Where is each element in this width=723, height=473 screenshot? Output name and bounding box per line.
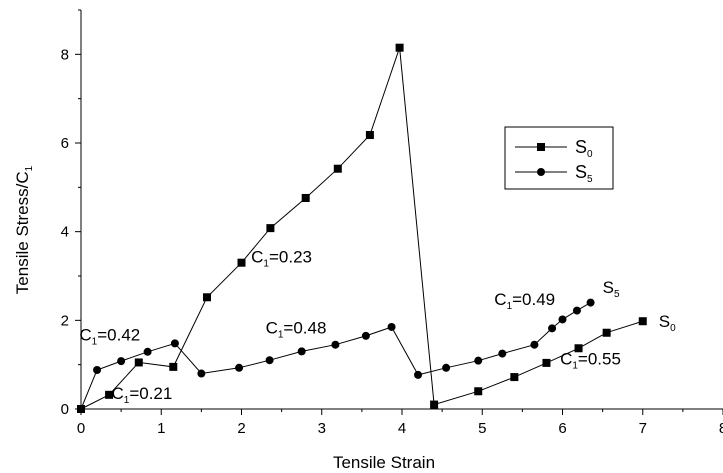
data-point [266,224,275,233]
y-tick-label: 6 [61,135,69,152]
legend-marker [537,168,545,176]
data-point [365,131,374,140]
data-point [333,164,342,173]
x-tick-label: 4 [398,420,406,437]
data-point [143,347,152,356]
series-line [80,47,643,410]
y-axis-label: Tensile Stress/C1 [13,165,35,294]
data-point [170,339,179,348]
x-axis-label: Tensile Strain [333,453,435,472]
data-point [510,373,519,382]
legend-marker [537,143,545,151]
data-point [134,358,143,367]
axes: 0 1 2 3 4 5 6 7 8 0 2 4 6 8 [61,9,723,437]
data-point [474,387,483,396]
data-point [387,322,396,331]
data-point [530,340,539,349]
x-tick-label: 2 [237,420,245,437]
y-tick-label: 2 [61,312,69,329]
data-point [442,363,451,372]
data-point [301,193,310,202]
annotation-layer: C1=0.23 C1=0.42 C1=0.21 C1=0.48 C1=0.49 C1=0.… [79,248,676,406]
y-tick-label: 8 [61,46,69,63]
y-tick-label: 4 [61,224,69,241]
legend-entry: S5 [515,162,593,185]
data-point [105,390,114,399]
data-point [197,369,206,378]
data-point [331,340,340,349]
annotation-label: C1=0.55 [560,350,621,372]
x-tick-label: 8 [719,420,723,437]
legend-label: S0 [575,137,593,160]
data-point [586,298,595,307]
y-axis-label-subscript: 1 [24,165,35,171]
data-point [542,358,551,367]
annotation-label: C1=0.42 [79,325,140,347]
annotation-label: S5 [603,278,620,300]
data-point [235,363,244,372]
annotation-label: C1=0.23 [251,248,312,270]
data-point [638,317,647,326]
data-point [574,344,583,353]
legend-box [504,126,614,190]
legend-entry: S0 [515,137,593,160]
y-axis-label-main: Tensile Stress/C [13,171,32,294]
y-tick-label: 0 [61,401,69,418]
x-tick-label: 1 [157,420,165,437]
data-point [361,331,370,340]
series-s5 [77,298,595,413]
legend-label: S5 [575,162,593,185]
annotation-label: C1=0.48 [266,319,327,341]
data-point [297,347,306,356]
series-s0 [77,43,647,413]
x-tick-label: 0 [77,420,85,437]
x-tick-label: 7 [639,420,647,437]
x-tick-label: 5 [478,420,486,437]
data-point [237,258,246,267]
series-layer [77,43,647,413]
data-point [202,293,211,302]
data-point [77,405,85,413]
data-point [117,357,126,366]
data-point [430,400,439,409]
data-point [572,306,581,315]
data-point [395,43,404,52]
x-tick-label: 6 [558,420,566,437]
annotation-label: C1=0.21 [111,384,172,406]
data-point [558,315,567,324]
annotation-label: C1=0.49 [494,290,555,312]
data-point [498,349,507,358]
data-point [548,324,557,333]
data-point [602,328,611,337]
data-point [169,362,178,371]
data-point [414,370,423,379]
data-point [265,356,274,365]
data-point [474,356,483,365]
annotation-label: S0 [659,312,676,334]
data-point [93,365,102,374]
x-tick-label: 3 [318,420,326,437]
